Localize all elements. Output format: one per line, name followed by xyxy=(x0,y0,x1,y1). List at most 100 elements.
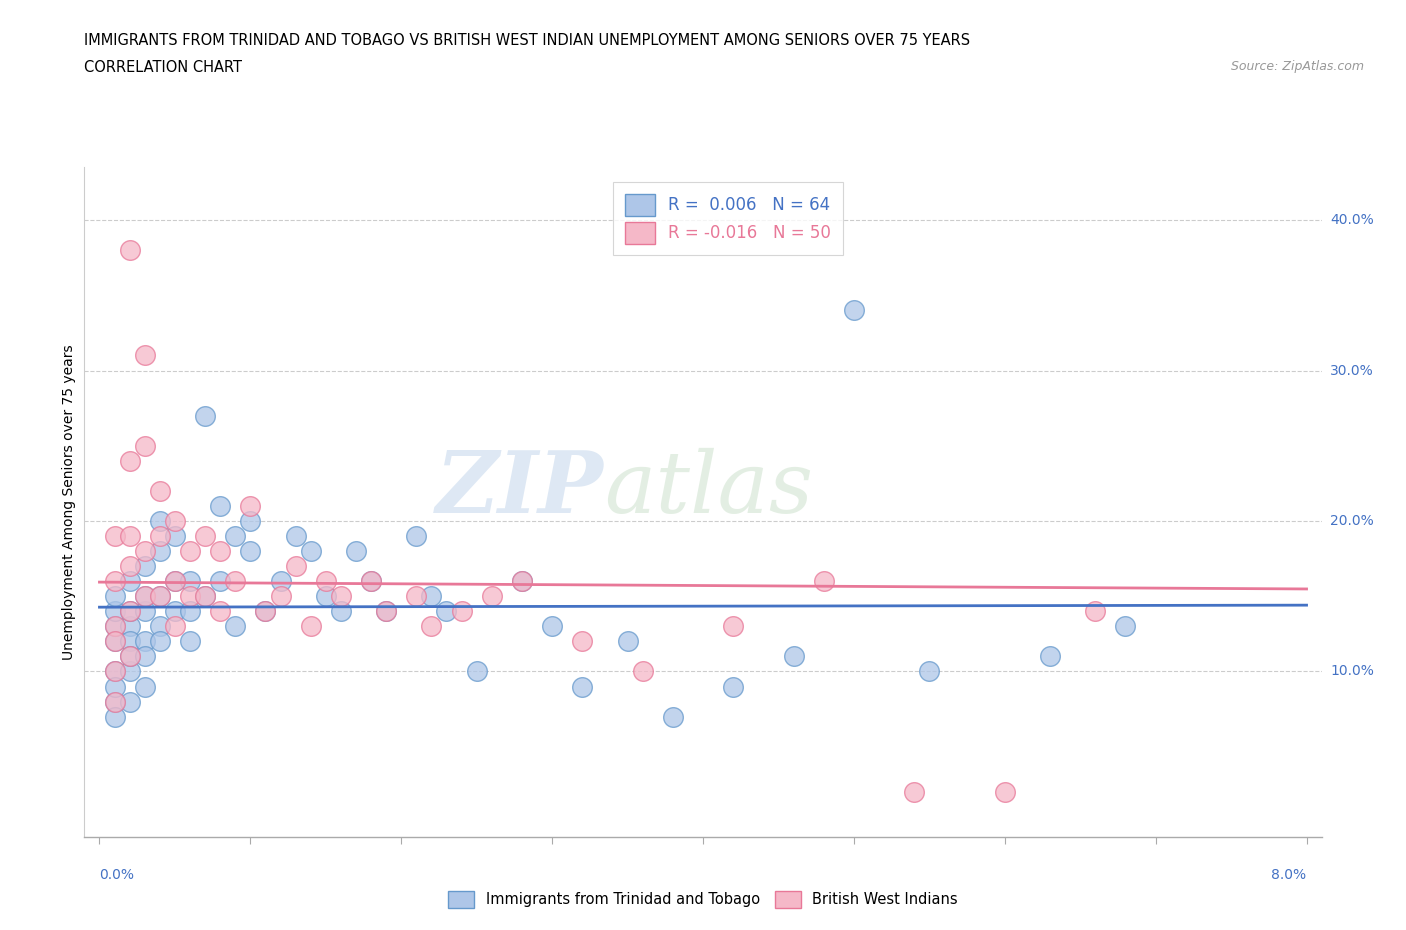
Point xyxy=(194,589,217,604)
Point xyxy=(118,649,141,664)
Text: 30.0%: 30.0% xyxy=(1330,364,1374,378)
Point xyxy=(118,618,141,633)
Point xyxy=(163,513,186,528)
Point xyxy=(209,574,232,589)
Point xyxy=(315,589,337,604)
Point xyxy=(118,694,141,709)
Point xyxy=(149,589,172,604)
Point xyxy=(721,679,744,694)
Point xyxy=(284,559,307,574)
Point xyxy=(134,438,156,453)
Point xyxy=(224,618,246,633)
Point xyxy=(134,604,156,618)
Point xyxy=(662,710,685,724)
Point xyxy=(149,513,172,528)
Point xyxy=(134,559,156,574)
Point xyxy=(1039,649,1062,664)
Point xyxy=(134,348,156,363)
Point xyxy=(163,574,186,589)
Point xyxy=(344,544,367,559)
Point xyxy=(118,604,141,618)
Point xyxy=(118,634,141,649)
Y-axis label: Unemployment Among Seniors over 75 years: Unemployment Among Seniors over 75 years xyxy=(62,344,76,660)
Point xyxy=(420,589,443,604)
Point xyxy=(375,604,398,618)
Text: 8.0%: 8.0% xyxy=(1271,868,1306,882)
Text: ZIP: ZIP xyxy=(436,447,605,530)
Legend: Immigrants from Trinidad and Tobago, British West Indians: Immigrants from Trinidad and Tobago, Bri… xyxy=(441,885,965,913)
Point xyxy=(465,664,488,679)
Point xyxy=(103,664,125,679)
Point xyxy=(239,513,262,528)
Point xyxy=(239,544,262,559)
Point xyxy=(103,694,125,709)
Point xyxy=(179,574,201,589)
Point xyxy=(420,618,443,633)
Point xyxy=(299,544,322,559)
Point xyxy=(721,618,744,633)
Point xyxy=(813,574,835,589)
Point xyxy=(179,604,201,618)
Point xyxy=(481,589,503,604)
Point xyxy=(118,649,141,664)
Point xyxy=(360,574,382,589)
Point xyxy=(571,679,593,694)
Point xyxy=(103,589,125,604)
Point xyxy=(103,528,125,543)
Point xyxy=(179,634,201,649)
Point xyxy=(149,484,172,498)
Text: 20.0%: 20.0% xyxy=(1330,514,1374,528)
Text: atlas: atlas xyxy=(605,447,813,530)
Point xyxy=(103,710,125,724)
Point xyxy=(994,784,1017,799)
Point xyxy=(103,679,125,694)
Text: CORRELATION CHART: CORRELATION CHART xyxy=(84,60,242,75)
Point xyxy=(163,604,186,618)
Point xyxy=(134,544,156,559)
Point xyxy=(254,604,277,618)
Point xyxy=(179,544,201,559)
Point xyxy=(149,544,172,559)
Point xyxy=(571,634,593,649)
Point xyxy=(163,528,186,543)
Point xyxy=(329,604,352,618)
Point xyxy=(254,604,277,618)
Point xyxy=(616,634,638,649)
Point xyxy=(918,664,941,679)
Point xyxy=(270,574,292,589)
Point xyxy=(163,618,186,633)
Point xyxy=(450,604,472,618)
Point xyxy=(510,574,533,589)
Point xyxy=(134,589,156,604)
Point xyxy=(149,528,172,543)
Point xyxy=(329,589,352,604)
Point xyxy=(375,604,398,618)
Point xyxy=(149,634,172,649)
Point xyxy=(134,679,156,694)
Point xyxy=(103,634,125,649)
Point xyxy=(118,604,141,618)
Point xyxy=(299,618,322,633)
Text: 40.0%: 40.0% xyxy=(1330,213,1374,227)
Text: Source: ZipAtlas.com: Source: ZipAtlas.com xyxy=(1230,60,1364,73)
Point xyxy=(842,303,865,318)
Point xyxy=(209,544,232,559)
Point xyxy=(179,589,201,604)
Point xyxy=(118,243,141,258)
Point xyxy=(118,454,141,469)
Point xyxy=(103,574,125,589)
Point xyxy=(1114,618,1136,633)
Point xyxy=(209,604,232,618)
Point xyxy=(134,634,156,649)
Point xyxy=(194,528,217,543)
Point xyxy=(118,664,141,679)
Point xyxy=(194,408,217,423)
Point xyxy=(510,574,533,589)
Point xyxy=(631,664,654,679)
Point xyxy=(103,618,125,633)
Point xyxy=(103,664,125,679)
Point xyxy=(270,589,292,604)
Legend: R =  0.006   N = 64, R = -0.016   N = 50: R = 0.006 N = 64, R = -0.016 N = 50 xyxy=(613,182,842,255)
Text: 10.0%: 10.0% xyxy=(1330,664,1374,679)
Point xyxy=(149,618,172,633)
